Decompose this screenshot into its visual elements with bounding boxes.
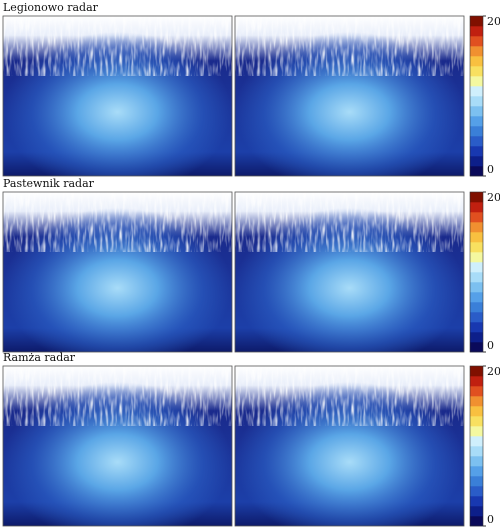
radar-image [3,366,232,526]
colorbar-segment [470,46,483,57]
colorbar-segment [470,96,483,107]
colorbar-segment [470,506,483,517]
colorbar-segment [470,332,483,343]
radar-image [235,192,464,352]
colorbar-segment [470,496,483,507]
colorbar-tick-label: 200 [487,15,500,28]
colorbar-segment [470,136,483,147]
panel-title: Legionowo radar [3,1,99,14]
colorbar-segment [470,116,483,127]
colorbar-segment [470,302,483,313]
colorbar-segment [470,516,483,527]
colorbar-segment [470,322,483,333]
colorbar-frame [469,365,484,527]
colorbar-segment [470,486,483,497]
colorbar-segment [470,252,483,263]
colorbar-segment [470,366,483,377]
colorbar-segment [470,466,483,477]
colorbar-tick-label: 0 [487,513,494,526]
colorbar-frame [469,191,484,353]
colorbar-segment [470,476,483,487]
colorbar-segment [470,376,483,387]
colorbar-segment [470,456,483,467]
panel-title: Pastewnik radar [3,177,95,190]
colorbar-segment [470,396,483,407]
radar-image [3,192,232,352]
colorbar-tick-label: 200 [487,365,500,378]
colorbar-segment [470,312,483,323]
colorbar-segment [470,212,483,223]
colorbar-segment [470,386,483,397]
colorbar-segment [470,126,483,137]
colorbar-segment [470,292,483,303]
colorbar-segment [470,16,483,27]
colorbar-segment [470,166,483,177]
colorbar-segment [470,156,483,167]
panel-title: Ramża radar [3,351,76,364]
colorbar-frame [469,15,484,177]
colorbar-segment [470,262,483,273]
colorbar-segment [470,446,483,457]
colorbar-segment [470,56,483,67]
radar-image [235,366,464,526]
colorbar-segment [470,416,483,427]
colorbar-segment [470,426,483,437]
colorbar-segment [470,242,483,253]
colorbar-tick-label: 0 [487,339,494,352]
colorbar-segment [470,272,483,283]
colorbar-segment [470,436,483,447]
colorbar-segment [470,106,483,117]
colorbar-segment [470,202,483,213]
colorbar-segment [470,232,483,243]
colorbar-tick-label: 200 [487,191,500,204]
colorbar-segment [470,192,483,203]
colorbar-segment [470,222,483,233]
colorbar-tick-label: 0 [487,163,494,176]
colorbar-segment [470,26,483,37]
colorbar-segment [470,66,483,77]
colorbar-segment [470,86,483,97]
colorbar-segment [470,282,483,293]
radar-image [235,16,464,176]
colorbar-segment [470,406,483,417]
radar-image [3,16,232,176]
colorbar-segment [470,36,483,47]
colorbar-segment [470,76,483,87]
colorbar-segment [470,146,483,157]
colorbar-segment [470,342,483,353]
